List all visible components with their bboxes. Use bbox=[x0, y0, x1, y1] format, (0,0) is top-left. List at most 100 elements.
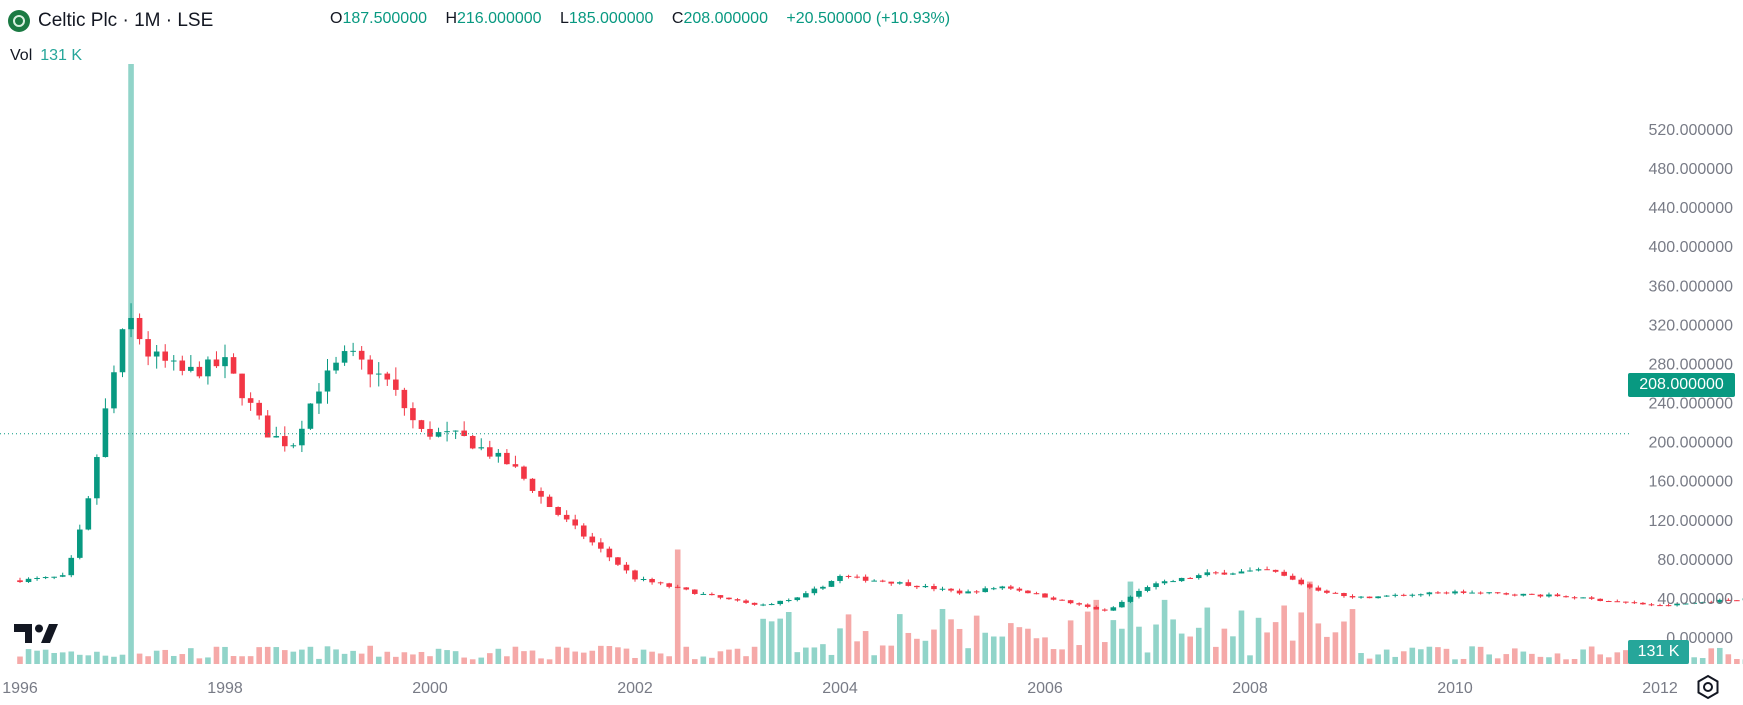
volume-bar bbox=[640, 649, 647, 664]
volume-bar bbox=[1016, 627, 1023, 664]
volume-bar bbox=[1580, 649, 1586, 664]
volume-bar bbox=[828, 654, 835, 664]
candle-body bbox=[1306, 584, 1313, 588]
volume-bar bbox=[504, 656, 510, 664]
candle-body bbox=[1084, 604, 1091, 607]
volume-bar bbox=[512, 646, 519, 664]
candle-body bbox=[1230, 573, 1236, 575]
y-tick-label: 280.000000 bbox=[1648, 356, 1733, 373]
volume-bar bbox=[1187, 636, 1194, 664]
volume-bar bbox=[1306, 581, 1313, 664]
candle-body bbox=[990, 588, 997, 590]
volume-bar bbox=[1699, 658, 1706, 664]
volume-bar bbox=[794, 652, 801, 664]
volume-bar bbox=[538, 658, 544, 664]
candle-body bbox=[384, 373, 391, 380]
volume-bar bbox=[948, 619, 954, 664]
candle-body bbox=[1546, 594, 1552, 597]
candle-body bbox=[700, 593, 707, 595]
candle-body bbox=[504, 452, 510, 465]
candle-body bbox=[427, 428, 433, 437]
candle-body bbox=[1469, 592, 1475, 594]
candle-body bbox=[794, 597, 801, 601]
volume-bar bbox=[709, 657, 715, 664]
volume-bar bbox=[486, 653, 493, 664]
candle-body bbox=[1161, 581, 1168, 584]
candle-body bbox=[1392, 594, 1399, 596]
candle-body bbox=[1520, 593, 1527, 596]
candle-body bbox=[1691, 602, 1697, 604]
candle-body bbox=[649, 579, 655, 583]
volume-bar bbox=[1614, 652, 1621, 664]
candle-body bbox=[1554, 594, 1561, 597]
volume-bar bbox=[965, 648, 971, 664]
symbol-legend[interactable]: Celtic Plc · 1M · LSE bbox=[8, 8, 213, 34]
candle-body bbox=[555, 507, 561, 515]
volume-bar bbox=[1383, 649, 1390, 664]
volume-bar bbox=[1272, 622, 1279, 664]
volume-bar bbox=[384, 651, 391, 664]
ohlc-close-value: 208.000000 bbox=[683, 10, 768, 27]
candle-body bbox=[1195, 575, 1202, 579]
volume-bar bbox=[410, 654, 416, 664]
candle-body bbox=[281, 436, 288, 447]
tradingview-logo-icon[interactable] bbox=[14, 621, 62, 645]
candle-body bbox=[1033, 593, 1040, 595]
volume-bar bbox=[845, 614, 852, 664]
candle-body bbox=[358, 350, 365, 360]
volume-bar bbox=[1332, 632, 1339, 664]
volume-bar bbox=[68, 651, 75, 664]
candle-body bbox=[691, 589, 698, 594]
candle-body bbox=[1349, 596, 1356, 598]
volume-bar bbox=[341, 653, 348, 664]
volume-bar bbox=[1366, 658, 1373, 664]
candle-body bbox=[299, 428, 305, 446]
ohlc-close-key: C bbox=[671, 10, 684, 27]
volume-bar bbox=[1537, 656, 1544, 664]
candle-body bbox=[1452, 591, 1458, 594]
volume-tag: 131 K bbox=[1628, 640, 1689, 664]
y-tick-label: 40.000000 bbox=[1657, 591, 1733, 608]
volume-bar bbox=[1503, 654, 1510, 664]
volume-bar bbox=[717, 651, 724, 664]
candle-body bbox=[1426, 592, 1433, 595]
candle-body bbox=[1435, 592, 1441, 594]
candle-body bbox=[1383, 595, 1390, 597]
candle-body bbox=[418, 420, 425, 429]
volume-bar bbox=[1520, 651, 1527, 664]
candle-body bbox=[1153, 583, 1159, 588]
x-tick-label: 2006 bbox=[1027, 680, 1063, 697]
volume-legend[interactable]: Vol 131 K bbox=[10, 47, 82, 65]
volume-bar bbox=[119, 654, 126, 664]
volume-bar bbox=[111, 656, 117, 664]
volume-bar bbox=[469, 659, 476, 664]
volume-bar bbox=[956, 628, 963, 664]
candle-body bbox=[1665, 605, 1672, 607]
candle-body bbox=[666, 583, 672, 587]
volume-bar bbox=[1460, 658, 1467, 664]
volume-bar bbox=[222, 646, 228, 664]
ohlc-open-value: 187.500000 bbox=[342, 10, 427, 27]
gear-icon[interactable] bbox=[1695, 674, 1721, 700]
candle-body bbox=[1460, 591, 1467, 593]
candle-body bbox=[999, 586, 1006, 589]
y-tick-label: 240.000000 bbox=[1648, 396, 1733, 413]
x-axis: 1996199820002002200420062008201020122014… bbox=[2, 680, 1678, 697]
candle-body bbox=[1289, 575, 1296, 580]
candle-body bbox=[1623, 601, 1629, 603]
ohlc-low-key: L bbox=[559, 10, 569, 27]
volume-bar bbox=[1204, 607, 1211, 664]
candle-body bbox=[1699, 602, 1706, 604]
volume-bar bbox=[820, 644, 826, 664]
volume-bar bbox=[973, 615, 980, 664]
candle-body bbox=[1178, 577, 1185, 582]
volume-bar bbox=[691, 659, 698, 664]
candle-body bbox=[145, 339, 151, 357]
y-tick-label: 400.000000 bbox=[1648, 239, 1733, 256]
candle-body bbox=[1016, 588, 1023, 591]
candle-body bbox=[85, 498, 92, 530]
candle-body bbox=[820, 586, 826, 589]
volume-bar bbox=[1144, 652, 1151, 664]
candle-body bbox=[726, 597, 732, 600]
